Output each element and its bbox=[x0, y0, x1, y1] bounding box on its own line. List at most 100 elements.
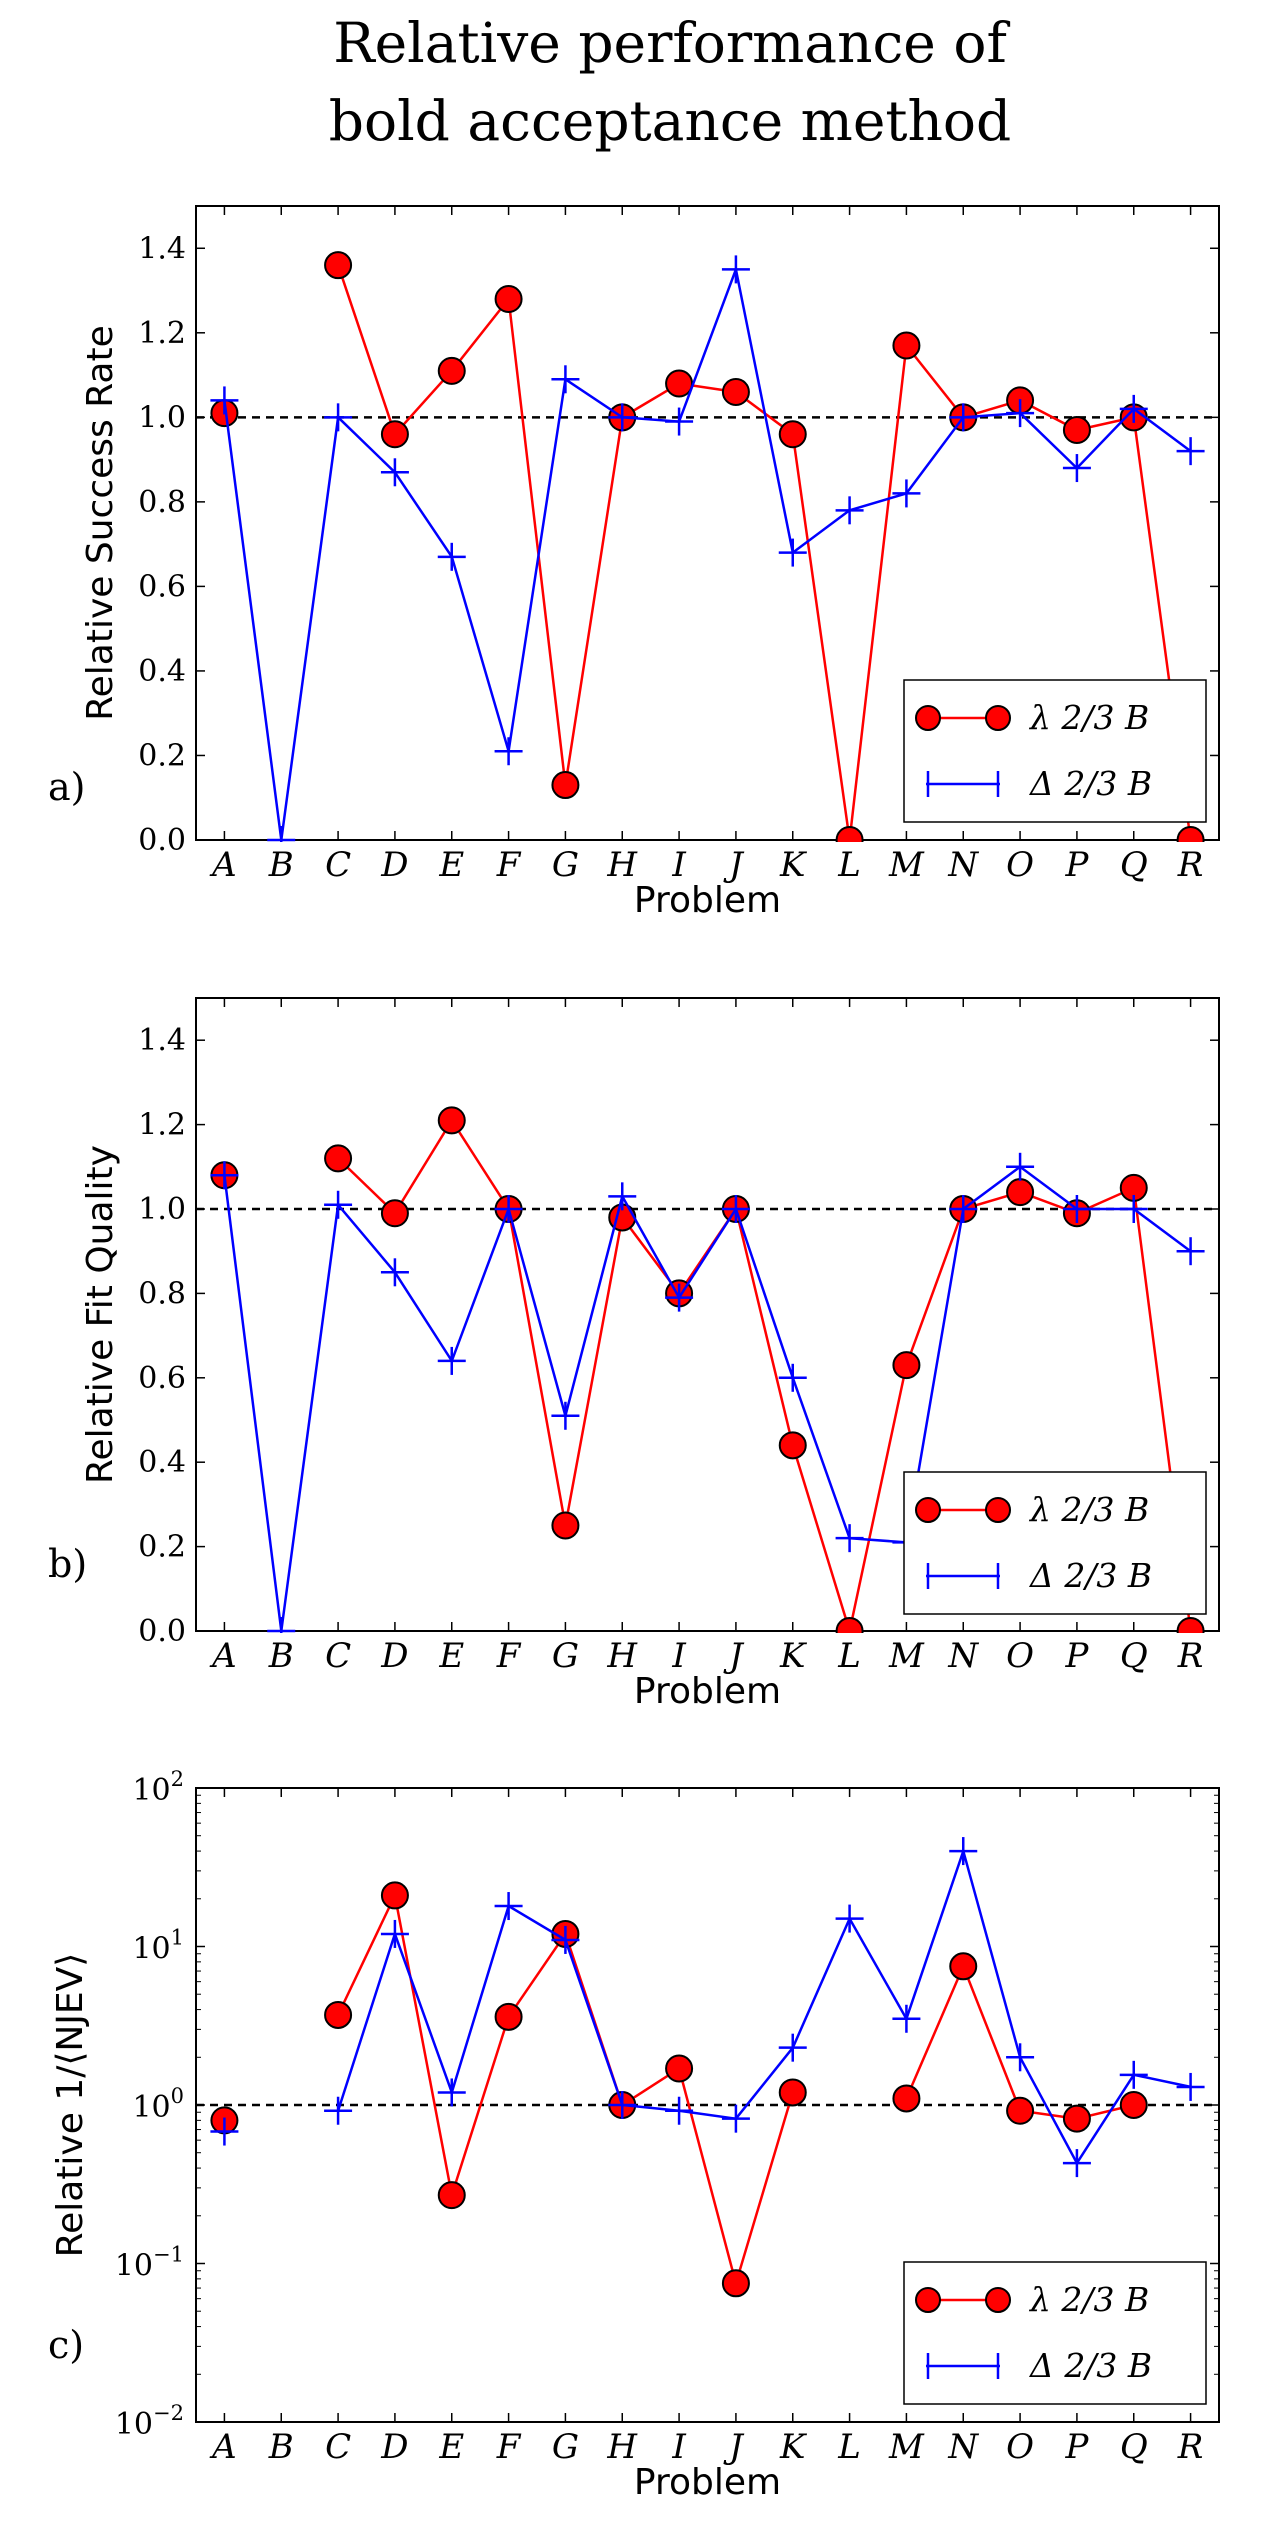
data-point-L bbox=[835, 826, 864, 842]
data-point-A bbox=[210, 386, 239, 415]
data-point-P bbox=[1062, 454, 1091, 483]
data-point-N bbox=[949, 1195, 978, 1223]
x-tick-label-R: R bbox=[1177, 2427, 1204, 2467]
data-point-Q bbox=[1119, 2091, 1148, 2119]
data-point-O bbox=[1006, 2096, 1035, 2125]
x-tick-label-M: M bbox=[888, 845, 925, 885]
data-point-K bbox=[778, 1431, 807, 1460]
data-point-Q bbox=[1119, 1195, 1148, 1223]
y-tick-label: 0.2 bbox=[138, 738, 186, 773]
y-tick-label: 100 bbox=[132, 2084, 184, 2125]
data-point-M bbox=[892, 331, 921, 360]
data-point-H bbox=[608, 403, 637, 432]
data-point-D bbox=[380, 1919, 409, 1948]
data-point-R bbox=[1176, 437, 1205, 466]
data-point-K bbox=[778, 538, 807, 567]
y-tick-label: 0.4 bbox=[138, 654, 186, 689]
data-point-R bbox=[1176, 2072, 1205, 2101]
data-point-F bbox=[494, 2002, 523, 2031]
data-point-E bbox=[437, 1106, 466, 1135]
y-axis-label: Relative 1/⟨NJEV⟩ bbox=[50, 1953, 91, 2258]
legend-box bbox=[903, 2261, 1207, 2405]
data-point-G bbox=[551, 365, 580, 394]
x-tick-label-O: O bbox=[1006, 2427, 1034, 2467]
x-tick-label-I: I bbox=[671, 845, 686, 885]
x-tick-label-F: F bbox=[496, 845, 522, 885]
x-tick-label-J: J bbox=[723, 845, 745, 885]
x-tick-label-K: K bbox=[779, 845, 808, 885]
legend-marker bbox=[985, 2287, 1011, 2313]
y-tick-label: 0.6 bbox=[138, 569, 186, 604]
axes-frame bbox=[195, 205, 1220, 841]
data-point-A bbox=[210, 1161, 239, 1190]
legend-box bbox=[903, 1471, 1207, 1615]
data-point-O bbox=[1006, 1152, 1035, 1181]
x-tick-label-Q: Q bbox=[1120, 2427, 1148, 2467]
data-point-K bbox=[778, 420, 807, 449]
data-point-C bbox=[324, 251, 353, 280]
x-tick-label-K: K bbox=[779, 1636, 808, 1676]
figure-title-line-2: bold acceptance method bbox=[329, 89, 1011, 153]
data-point-I bbox=[665, 1283, 694, 1312]
x-tick-label-E: E bbox=[438, 1636, 464, 1676]
y-tick-label: 0.0 bbox=[138, 1614, 186, 1649]
data-point-J bbox=[721, 2269, 750, 2298]
x-axis-label: Problem bbox=[634, 2462, 781, 2503]
data-point-L bbox=[835, 1904, 864, 1933]
data-point-M bbox=[892, 1351, 921, 1380]
series-line-1 bbox=[223, 1165, 1192, 1632]
data-point-I bbox=[665, 2096, 694, 2125]
x-tick-label-L: L bbox=[837, 2427, 861, 2467]
x-tick-label-O: O bbox=[1006, 845, 1034, 885]
x-tick-label-G: G bbox=[552, 2427, 579, 2467]
x-tick-label-J: J bbox=[723, 2427, 745, 2467]
x-tick-label-G: G bbox=[552, 1636, 579, 1676]
data-point-R bbox=[1176, 1617, 1205, 1633]
x-tick-label-N: N bbox=[947, 1636, 979, 1676]
x-tick-label-A: A bbox=[209, 1636, 237, 1676]
data-point-G bbox=[551, 771, 580, 800]
x-axis-label: Problem bbox=[634, 1671, 781, 1712]
data-point-J bbox=[721, 255, 750, 284]
y-tick-label: 0.2 bbox=[138, 1530, 186, 1565]
y-tick-label: 1.0 bbox=[138, 1192, 186, 1227]
x-tick-label-R: R bbox=[1177, 845, 1204, 885]
x-tick-label-E: E bbox=[438, 845, 464, 885]
data-point-E bbox=[437, 542, 466, 571]
legend-marker bbox=[985, 705, 1011, 731]
data-point-Q bbox=[1119, 394, 1148, 423]
x-tick-label-M: M bbox=[888, 2427, 925, 2467]
x-tick-label-M: M bbox=[888, 1636, 925, 1676]
panel-label: a) bbox=[48, 765, 85, 809]
x-tick-label-B: B bbox=[268, 1636, 294, 1676]
x-tick-label-I: I bbox=[671, 2427, 686, 2467]
y-tick-label: 1.2 bbox=[138, 1108, 186, 1143]
x-tick-label-H: H bbox=[606, 2427, 638, 2467]
data-point-A bbox=[210, 2117, 239, 2146]
x-tick-label-A: A bbox=[209, 2427, 237, 2467]
legend-label: Δ 2/3 B bbox=[1028, 1556, 1152, 1595]
data-point-D bbox=[380, 1199, 409, 1228]
x-tick-label-A: A bbox=[209, 845, 237, 885]
x-tick-label-E: E bbox=[438, 2427, 464, 2467]
data-point-D bbox=[380, 420, 409, 449]
x-tick-label-R: R bbox=[1177, 1636, 1204, 1676]
x-tick-label-K: K bbox=[779, 2427, 808, 2467]
x-tick-label-I: I bbox=[671, 1636, 686, 1676]
y-tick-label: 0.8 bbox=[138, 1276, 186, 1311]
legend-marker bbox=[985, 1497, 1011, 1523]
x-tick-label-F: F bbox=[496, 2427, 522, 2467]
data-point-D bbox=[380, 1881, 409, 1910]
data-point-G bbox=[551, 1511, 580, 1540]
figure-title-line-1: Relative performance of bbox=[333, 11, 1010, 75]
x-tick-label-N: N bbox=[947, 2427, 979, 2467]
data-point-M bbox=[892, 479, 921, 508]
y-tick-label: 1.2 bbox=[138, 316, 186, 351]
legend-label: λ 2/3 B bbox=[1028, 698, 1149, 737]
legend-label: Δ 2/3 B bbox=[1028, 764, 1152, 803]
y-tick-label: 10−2 bbox=[115, 2401, 184, 2442]
x-tick-label-H: H bbox=[606, 845, 638, 885]
y-tick-label: 0.0 bbox=[138, 823, 186, 858]
y-axis-label: Relative Success Rate bbox=[80, 325, 121, 721]
y-tick-label: 1.4 bbox=[138, 1023, 186, 1058]
